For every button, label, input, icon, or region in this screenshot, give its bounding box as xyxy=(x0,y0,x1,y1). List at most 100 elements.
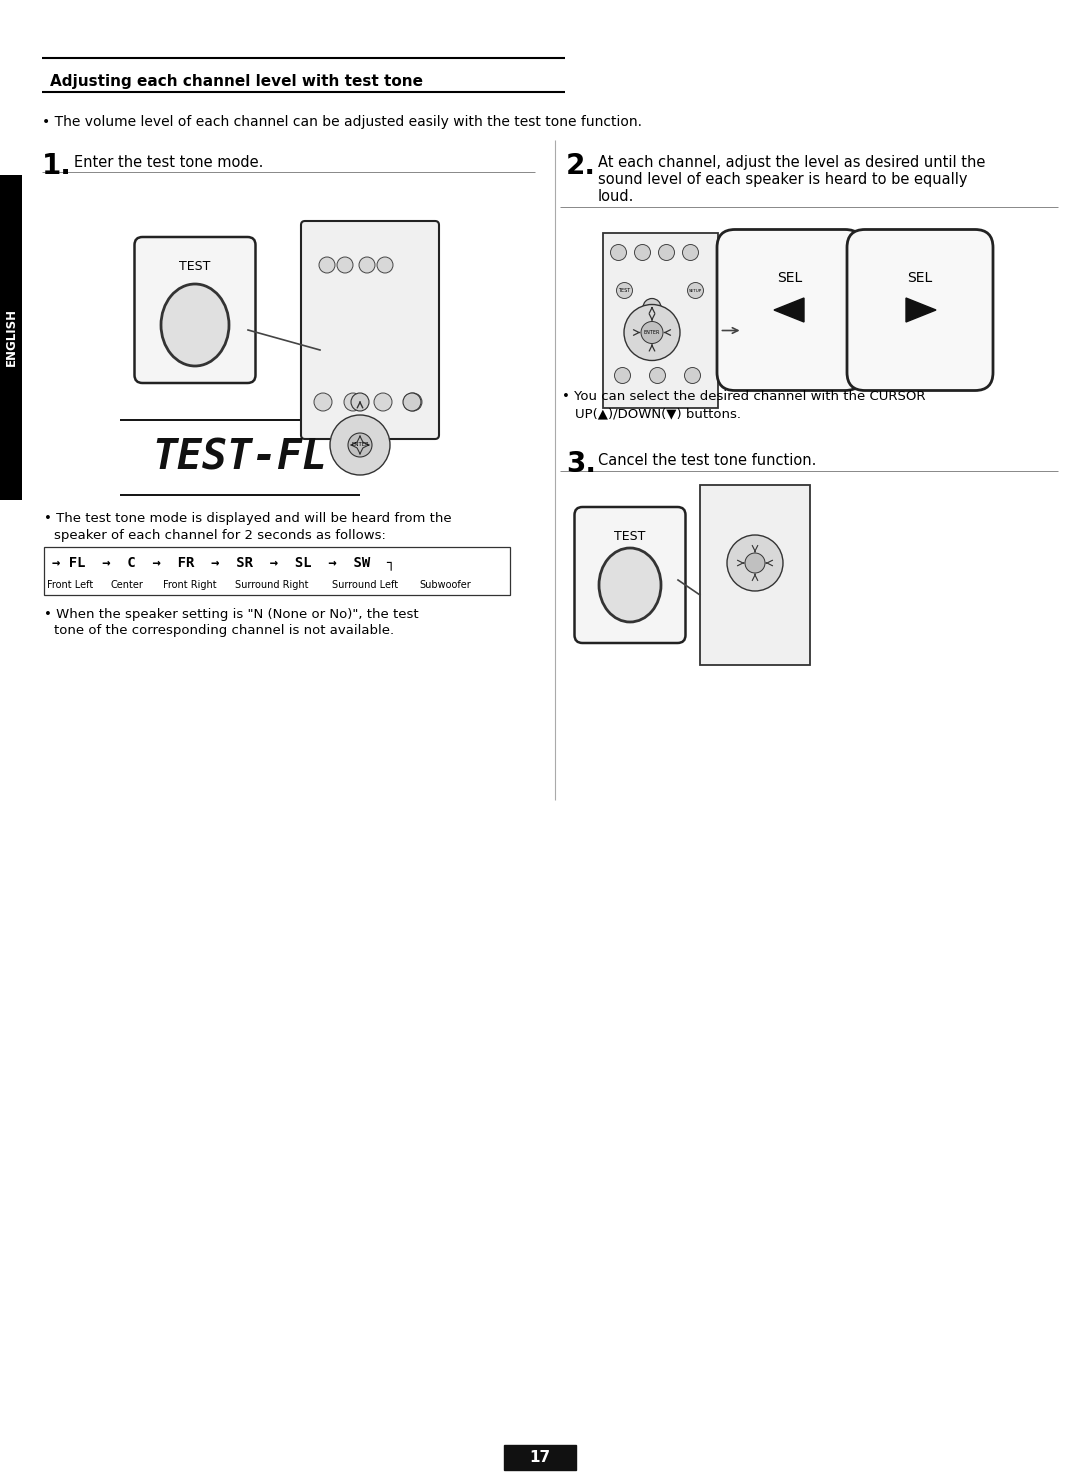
Circle shape xyxy=(351,393,369,411)
Bar xyxy=(712,632,750,640)
Text: • When the speaker setting is "N (None or No)", the test: • When the speaker setting is "N (None o… xyxy=(44,608,419,621)
Circle shape xyxy=(745,553,765,572)
Ellipse shape xyxy=(599,549,661,623)
Text: ENTER: ENTER xyxy=(351,442,369,448)
Text: ENGLISH: ENGLISH xyxy=(4,309,17,367)
Text: Front Right: Front Right xyxy=(163,580,217,590)
Bar xyxy=(319,302,347,314)
Circle shape xyxy=(337,257,353,274)
Text: SEL: SEL xyxy=(778,271,802,285)
Bar xyxy=(758,603,796,612)
Bar xyxy=(712,495,750,507)
Bar xyxy=(368,237,410,248)
Bar xyxy=(354,302,382,314)
Circle shape xyxy=(404,393,422,411)
Bar xyxy=(661,385,683,390)
Bar xyxy=(319,282,347,296)
Circle shape xyxy=(377,257,393,274)
Bar xyxy=(712,603,750,612)
Bar xyxy=(712,617,750,627)
FancyBboxPatch shape xyxy=(301,220,438,439)
Bar xyxy=(661,392,683,398)
Bar xyxy=(313,377,427,385)
Circle shape xyxy=(359,257,375,274)
Bar xyxy=(712,531,750,544)
Circle shape xyxy=(643,299,661,317)
Text: • You can select the desired channel with the CURSOR: • You can select the desired channel wit… xyxy=(562,390,926,402)
Circle shape xyxy=(615,367,631,383)
Text: SEL: SEL xyxy=(907,271,933,285)
Bar xyxy=(389,355,417,368)
Text: TEST-FL: TEST-FL xyxy=(152,436,327,479)
Polygon shape xyxy=(906,297,936,322)
Text: TEST: TEST xyxy=(615,531,646,543)
Circle shape xyxy=(345,393,362,411)
Bar xyxy=(758,645,796,655)
Bar xyxy=(688,401,710,407)
Text: ENTER: ENTER xyxy=(644,330,660,336)
Text: SETUP: SETUP xyxy=(689,288,702,293)
Circle shape xyxy=(374,393,392,411)
Bar xyxy=(389,282,417,296)
Bar xyxy=(603,232,717,408)
Bar xyxy=(607,385,629,390)
Circle shape xyxy=(314,393,332,411)
Text: 17: 17 xyxy=(529,1449,551,1466)
Bar xyxy=(389,319,417,331)
Text: Front Left: Front Left xyxy=(46,580,93,590)
Text: Center: Center xyxy=(110,580,144,590)
Text: sound level of each speaker is heard to be equally: sound level of each speaker is heard to … xyxy=(598,172,968,186)
Text: • The volume level of each channel can be adjusted easily with the test tone fun: • The volume level of each channel can b… xyxy=(42,115,642,129)
FancyBboxPatch shape xyxy=(717,229,863,390)
Bar xyxy=(610,262,710,269)
Circle shape xyxy=(649,367,665,383)
Bar xyxy=(758,495,796,507)
Bar xyxy=(319,319,347,331)
Circle shape xyxy=(727,535,783,592)
Text: Adjusting each channel level with test tone: Adjusting each channel level with test t… xyxy=(50,74,423,89)
Circle shape xyxy=(642,321,663,343)
Bar xyxy=(607,392,629,398)
Text: speaker of each channel for 2 seconds as follows:: speaker of each channel for 2 seconds as… xyxy=(54,529,386,541)
Bar xyxy=(389,337,417,351)
Bar xyxy=(354,337,382,351)
Bar xyxy=(319,355,347,368)
Text: TEST: TEST xyxy=(179,260,211,274)
Text: loud.: loud. xyxy=(598,189,634,204)
Text: Enter the test tone mode.: Enter the test tone mode. xyxy=(75,155,264,170)
Bar xyxy=(712,513,750,527)
Bar xyxy=(634,385,656,390)
Text: • The test tone mode is displayed and will be heard from the: • The test tone mode is displayed and wi… xyxy=(44,512,451,525)
Circle shape xyxy=(688,282,703,299)
Ellipse shape xyxy=(161,284,229,365)
Text: Subwoofer: Subwoofer xyxy=(419,580,471,590)
Bar xyxy=(700,485,810,666)
Circle shape xyxy=(617,282,633,299)
Bar xyxy=(634,392,656,398)
Text: 1.: 1. xyxy=(42,152,72,180)
Bar xyxy=(634,401,656,407)
Circle shape xyxy=(330,416,390,475)
Circle shape xyxy=(624,305,680,361)
Circle shape xyxy=(403,393,421,411)
Circle shape xyxy=(685,367,701,383)
Circle shape xyxy=(348,433,372,457)
Bar xyxy=(688,385,710,390)
Text: Surround Left: Surround Left xyxy=(332,580,399,590)
Text: 3.: 3. xyxy=(566,450,596,478)
Circle shape xyxy=(683,244,699,260)
Bar xyxy=(319,337,347,351)
Bar xyxy=(688,392,710,398)
Text: tone of the corresponding channel is not available.: tone of the corresponding channel is not… xyxy=(54,624,394,637)
FancyBboxPatch shape xyxy=(575,507,686,643)
Polygon shape xyxy=(774,297,804,322)
Bar xyxy=(661,401,683,407)
Bar xyxy=(389,302,417,314)
Bar xyxy=(504,1445,576,1470)
Bar xyxy=(0,175,22,500)
Bar xyxy=(758,513,796,527)
Text: TEST: TEST xyxy=(619,288,631,293)
Bar xyxy=(758,531,796,544)
Bar xyxy=(354,319,382,331)
Bar xyxy=(354,282,382,296)
